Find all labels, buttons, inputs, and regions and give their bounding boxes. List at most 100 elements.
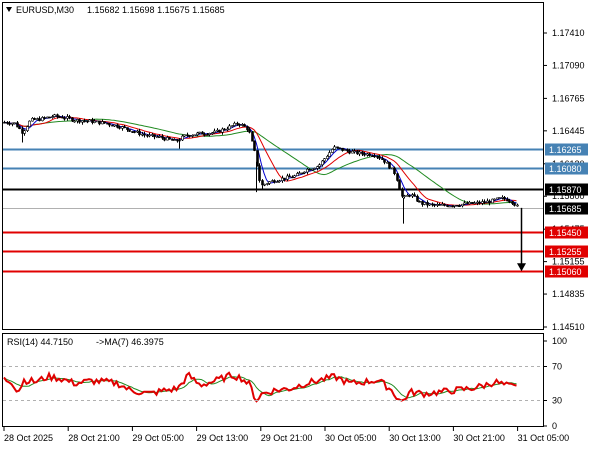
price-tick-label: 1.15800 [552, 191, 585, 201]
price-tick-label: 1.17410 [552, 28, 585, 38]
candle-body [58, 116, 61, 118]
pivot-tag [545, 183, 588, 196]
candle-body [3, 121, 6, 124]
time-tick-label: 29 Oct 05:00 [132, 433, 184, 443]
candle-body [148, 134, 151, 137]
candle-body [8, 123, 11, 125]
candle-body [163, 137, 166, 141]
rsi-lines [3, 370, 517, 403]
support-tag-label: 1.15060 [549, 267, 582, 277]
candle-body [453, 205, 456, 207]
candle-body [373, 155, 376, 158]
candle-body [28, 120, 31, 127]
support-tag [545, 226, 588, 239]
candle-body [116, 124, 119, 128]
candle-body [6, 121, 9, 124]
candle-body [516, 204, 519, 207]
resistance-tag-label: 1.16265 [549, 145, 582, 155]
candle-body [51, 116, 54, 118]
candle-body [73, 120, 76, 123]
resistance-tag [545, 143, 588, 156]
candle-body [96, 120, 99, 123]
candle-body [11, 122, 14, 125]
candle-body [198, 131, 201, 134]
candles [3, 113, 519, 224]
candle-body [13, 122, 16, 124]
price-pane[interactable] [2, 2, 544, 330]
candle-body [223, 128, 226, 131]
candle-body [48, 116, 51, 119]
candle-body [488, 200, 491, 204]
candle-body [83, 120, 86, 123]
time-tick-label: 29 Oct 21:00 [261, 433, 313, 443]
candle-body [176, 139, 179, 142]
candle-body [141, 133, 144, 136]
time-axis: 28 Oct 2025 28 Oct 21:00 29 Oct 05:00 29 Oc… [3, 427, 570, 443]
candle-body [326, 156, 329, 159]
support-tag-label: 1.15450 [549, 228, 582, 238]
candle-body [298, 172, 301, 175]
candle-body [218, 129, 221, 133]
candle-body [93, 120, 96, 123]
candle-body [321, 160, 324, 166]
candle-body [226, 128, 229, 131]
candle-body [251, 131, 254, 142]
candle-body [166, 137, 169, 141]
time-tick-label: 30 Oct 21:00 [453, 433, 505, 443]
candle-body [288, 175, 291, 178]
candle-body [108, 123, 111, 126]
candle-body [473, 202, 476, 205]
dropdown-triangle-icon[interactable] [6, 7, 12, 12]
candle-body [76, 119, 79, 122]
current-price-tag [545, 202, 588, 215]
candle-body [293, 175, 296, 178]
candle-body [408, 195, 411, 197]
candle-body [211, 132, 214, 134]
candle-body [308, 168, 311, 171]
support-tag [545, 265, 588, 278]
candle-body [313, 168, 316, 170]
candle-body [193, 134, 196, 137]
candle-body [101, 121, 104, 125]
level-tags: 1.16265 1.16080 1.15870 1.15450 1.15255 1.150… [545, 143, 588, 278]
candle-body [256, 150, 259, 167]
candle-body [131, 131, 134, 133]
rsi-line [3, 370, 517, 403]
time-tick-label: 31 Oct 05:00 [518, 433, 570, 443]
candle-body [133, 131, 136, 133]
candle-body [248, 129, 251, 133]
candle-body [111, 124, 114, 127]
candle-body [153, 134, 156, 138]
support-tag [545, 245, 588, 258]
candle-body [138, 130, 141, 136]
candle-body [188, 135, 191, 137]
candle-body [266, 183, 269, 185]
candle-body [343, 149, 346, 151]
support-tag-label: 1.15255 [549, 247, 582, 257]
candle-body [191, 135, 194, 137]
candle-body [113, 124, 116, 127]
price-tick-label: 1.14835 [552, 289, 585, 299]
candle-body [228, 125, 231, 130]
price-tick-label: 1.16765 [552, 93, 585, 103]
candle-body [208, 133, 211, 135]
candle-body [498, 197, 501, 199]
candle-body [181, 135, 184, 141]
price-axis: 1.174101.170901.167651.164451.161201.158… [543, 28, 585, 332]
candle-body [361, 151, 364, 155]
candle-body [78, 119, 81, 123]
candle-body [463, 202, 466, 205]
candle-body [66, 116, 69, 119]
candle-body [86, 120, 89, 123]
candle-body [158, 136, 161, 138]
resistance-tag [545, 162, 588, 175]
candle-body [103, 121, 106, 124]
candle-body [508, 200, 511, 203]
rsi-tick-label: 0 [552, 421, 557, 431]
candle-body [88, 119, 91, 122]
candle-body [91, 119, 94, 123]
candle-body [448, 205, 451, 208]
candle-body [56, 114, 59, 117]
